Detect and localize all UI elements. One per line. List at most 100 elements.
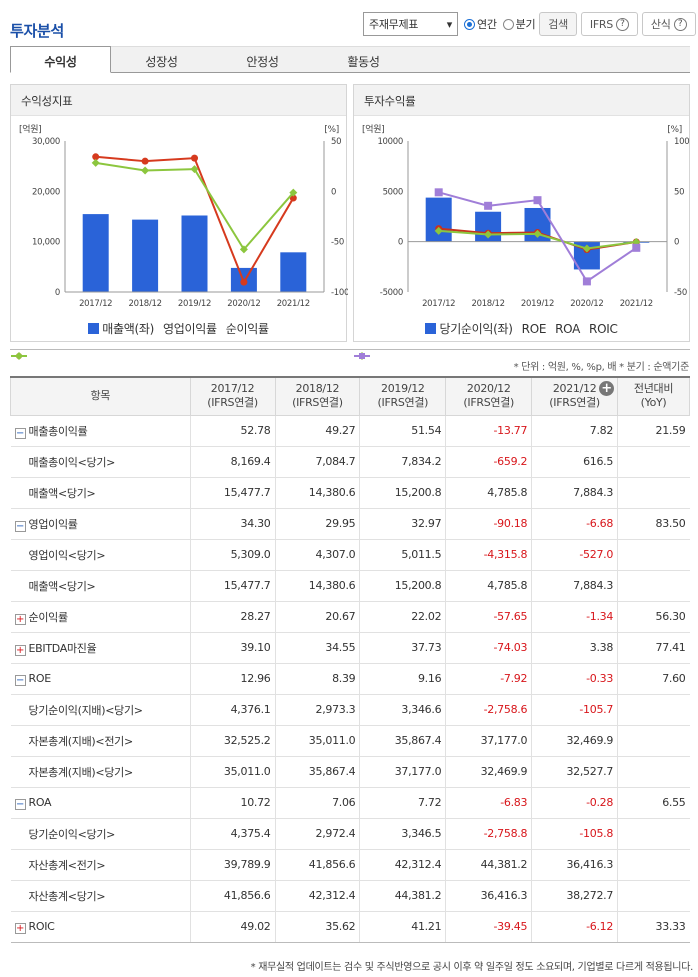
row-label: 매출액<당기> <box>10 477 191 509</box>
table-cell: 49.02 <box>189 911 275 943</box>
statement-select[interactable]: 주재무제표 ▾ <box>363 12 458 36</box>
table-cell: 38,272.7 <box>531 880 618 912</box>
row-label[interactable]: + ROIC <box>10 911 191 943</box>
table-cell: 7,884.3 <box>531 570 618 602</box>
table-cell: 8,169.4 <box>189 446 275 478</box>
table-cell: 32,469.9 <box>445 756 532 788</box>
profitability-chart: [억원] [%] 30,000 20,000 10,000 0 50 0 -50 -100 2017… <box>19 123 348 306</box>
data-point <box>240 278 248 286</box>
table-cell: -6.83 <box>445 787 532 819</box>
table-cell: 20.67 <box>274 601 360 633</box>
row-label[interactable]: − ROE <box>10 663 191 695</box>
data-point <box>92 153 100 161</box>
table-cell: 616.5 <box>531 446 618 478</box>
table-row: 매출액<당기> 15,477.7 14,380.6 15,200.8 4,785.8 7,… <box>10 570 690 602</box>
tab-stability[interactable]: 안정성 <box>246 55 279 69</box>
y-tick-label: 20,000 <box>32 187 60 197</box>
chevron-down-icon: ▾ <box>446 17 453 31</box>
legend-label: 순이익률 <box>225 322 269 336</box>
table-cell: 7,884.3 <box>531 477 618 509</box>
formula-button[interactable]: 산식 ? <box>641 12 696 36</box>
expand-columns-icon[interactable]: + <box>599 381 615 396</box>
bar <box>425 197 452 242</box>
table-cell: 36,416.3 <box>531 849 618 881</box>
table-cell: 35,011.0 <box>189 756 275 788</box>
table-row: 매출총이익<당기> 8,169.4 7,084.7 7,834.2 -659.2 616.… <box>10 446 690 478</box>
expand-icon[interactable]: + <box>14 922 26 934</box>
expand-icon[interactable]: + <box>14 644 26 656</box>
table-cell: 35.62 <box>274 911 360 943</box>
ifrs-label: IFRS <box>589 17 613 31</box>
table-cell <box>617 849 690 881</box>
row-label[interactable]: + 순이익률 <box>10 601 191 633</box>
legend-label: ROA <box>555 321 581 336</box>
table-cell: 4,785.8 <box>445 477 532 509</box>
y2-tick-label: 100 <box>674 137 689 147</box>
collapse-icon[interactable]: − <box>14 798 26 810</box>
column-header: 항목 <box>10 376 191 416</box>
y2-tick-label: -50 <box>331 238 344 248</box>
table-cell: 37.73 <box>359 632 446 664</box>
table-cell: 3.38 <box>531 632 618 664</box>
row-label: 자산총계<전기> <box>10 849 191 881</box>
x-tick-label: 2020/12 <box>227 299 260 306</box>
tab-growth[interactable]: 성장성 <box>145 55 178 69</box>
right-axis-unit: [%] <box>324 125 339 135</box>
collapse-icon[interactable]: − <box>14 427 26 439</box>
table-cell: 7.60 <box>617 663 690 695</box>
y2-tick-label: 0 <box>331 187 336 197</box>
legend-item: 순이익률 <box>11 320 269 360</box>
row-label: 자본총계(지배)<전기> <box>10 725 191 757</box>
expand-icon[interactable]: + <box>14 613 26 625</box>
radio-quarter[interactable]: 분기 <box>502 16 536 32</box>
profitability-chart-panel: 수익성지표 [억원] [%] 30,000 20,000 10,000 0 50 0 -50 -1… <box>10 84 348 360</box>
row-label: 당기순이익(지배)<당기> <box>10 694 191 726</box>
row-label[interactable]: − 매출총이익률 <box>10 415 191 447</box>
footer-note: * 재무실적 업데이트는 검수 및 주식반영으로 공시 이후 약 일주일 정도 … <box>250 962 694 973</box>
collapse-icon[interactable]: − <box>14 520 26 532</box>
table-cell <box>617 880 690 912</box>
y-tick-label: 10000 <box>377 137 403 147</box>
x-tick-label: 2021/12 <box>620 299 653 306</box>
row-label[interactable]: + EBITDA마진율 <box>10 632 191 664</box>
row-label[interactable]: − ROA <box>10 787 191 819</box>
table-cell: 8.39 <box>274 663 360 695</box>
table-cell: 12.96 <box>189 663 275 695</box>
statement-select-value: 주재무제표 <box>369 18 419 31</box>
table-cell: 7,084.7 <box>274 446 360 478</box>
table-row: − 영업이익률 34.30 29.95 32.97 -90.18 -6.68 83.50 <box>10 508 690 540</box>
data-point <box>141 157 149 165</box>
table-cell: 37,177.0 <box>359 756 446 788</box>
table-cell: 29.95 <box>274 508 360 540</box>
table-cell: 77.41 <box>617 632 690 664</box>
data-point <box>141 166 150 175</box>
collapse-icon[interactable]: − <box>14 674 26 686</box>
table-row: 자본총계(지배)<당기> 35,011.0 35,867.4 37,177.0 32,4… <box>10 756 690 788</box>
table-cell: 36,416.3 <box>445 880 532 912</box>
y-tick-label: 5000 <box>383 187 403 197</box>
data-point <box>289 194 297 202</box>
row-label[interactable]: − 영업이익률 <box>10 508 191 540</box>
tab-activity[interactable]: 활동성 <box>347 55 380 69</box>
table-cell: 3,346.5 <box>359 818 446 850</box>
row-label: 매출액<당기> <box>10 570 191 602</box>
ifrs-button[interactable]: IFRS ? <box>580 12 638 36</box>
table-cell: -1.34 <box>531 601 618 633</box>
table-row: 자산총계<전기> 39,789.9 41,856.6 42,312.4 44,381.2… <box>10 849 690 881</box>
table-cell: 10.72 <box>189 787 275 819</box>
table-cell: -39.45 <box>445 911 532 943</box>
search-button[interactable]: 검색 <box>539 12 577 36</box>
radio-annual[interactable]: 연간 <box>464 16 497 32</box>
table-row: − 매출총이익률 52.78 49.27 51.54 -13.77 7.82 21.59 <box>10 415 690 447</box>
table-row: − ROE 12.96 8.39 9.16 -7.92 -0.33 7.60 <box>10 663 690 695</box>
tab-profitability[interactable]: 수익성 <box>10 46 111 73</box>
table-cell: 22.02 <box>359 601 446 633</box>
table-row: 당기순이익<당기> 4,375.4 2,972.4 3,346.5 -2,758.8 -1… <box>10 818 690 850</box>
data-point <box>191 154 198 162</box>
line-swatch-icon <box>354 353 370 359</box>
divider <box>10 349 690 350</box>
y2-tick-label: 0 <box>674 238 679 248</box>
legend-item: ROIC <box>354 320 618 359</box>
table-cell: 32,527.7 <box>531 756 618 788</box>
line-swatch-icon <box>11 352 27 360</box>
